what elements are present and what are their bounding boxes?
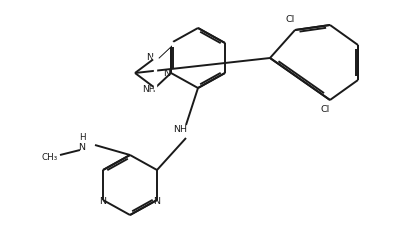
Text: H: H <box>79 133 85 142</box>
Text: Cl: Cl <box>285 15 295 24</box>
Text: N: N <box>154 197 160 205</box>
Text: N: N <box>163 68 170 77</box>
Text: CH₃: CH₃ <box>42 153 58 162</box>
Text: NH: NH <box>173 126 187 135</box>
Text: Cl: Cl <box>320 106 330 114</box>
Text: N: N <box>78 143 86 151</box>
Text: N: N <box>146 53 153 62</box>
Text: NH: NH <box>142 85 156 94</box>
Text: N: N <box>100 197 107 205</box>
